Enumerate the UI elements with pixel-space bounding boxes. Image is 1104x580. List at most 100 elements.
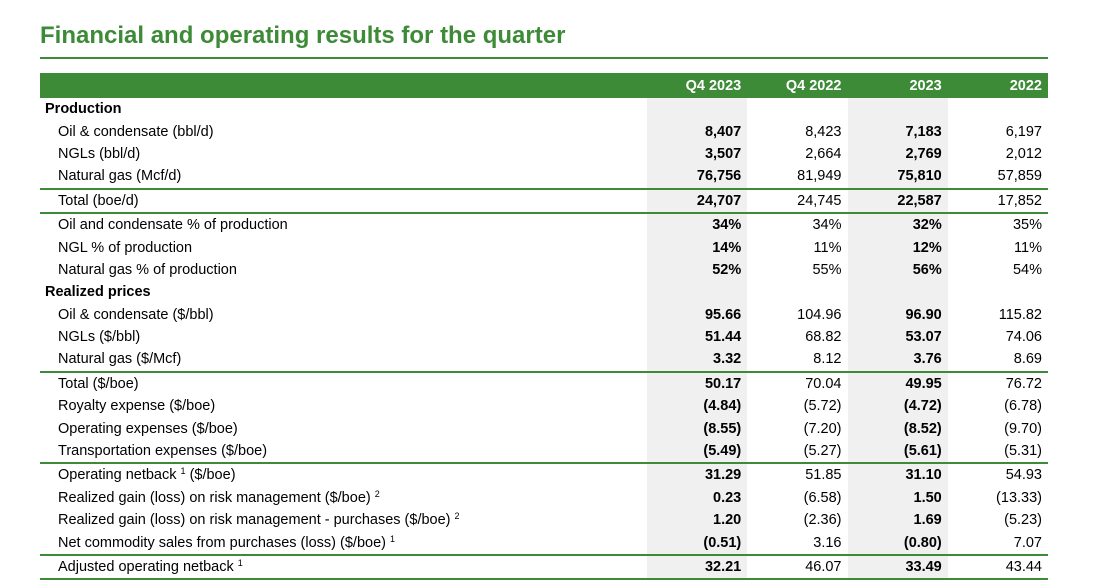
row-label-text: NGLs (bbl/d) [58, 145, 141, 162]
row-label: Transportation expenses ($/boe) [40, 440, 647, 463]
cell-2023: 12% [847, 236, 948, 259]
cell-2022: 54.93 [947, 462, 1048, 487]
cell-2022: (13.33) [996, 489, 1042, 506]
cell-2023: 2,769 [847, 142, 948, 166]
cell-2022: (5.23) [1004, 512, 1042, 529]
table-body: Production Oil & condensate (bbl/d) 8,407 8… [40, 98, 1048, 580]
row-label-text: Total ($/boe) [58, 375, 139, 392]
cell-2023: (5.61) [847, 439, 948, 464]
cell-2022: 35% [947, 211, 1048, 237]
cell-q4-2022: (6.58) [803, 489, 842, 506]
cell-q4-2022: 46.07 [747, 553, 848, 580]
page-title: Financial and operating results for the … [40, 22, 566, 49]
cell-q4-2023: 51.44 [647, 325, 748, 349]
row-label-text: Natural gas % of production [58, 261, 237, 278]
table-row: Oil & condensate ($/bbl) 95.66 104.96 96.90… [40, 303, 1048, 326]
section-row: Production [40, 98, 1048, 121]
cell-2023: (4.72) [847, 395, 948, 418]
cell-q4-2023: 14% [647, 236, 748, 259]
row-label: Oil and condensate % of production [40, 211, 647, 237]
cell-2023: 1.50 [847, 486, 948, 510]
row-label-text: Oil & condensate ($/bbl) [58, 306, 214, 323]
row-label-text: Realized prices [45, 284, 151, 301]
row-label-text: Total (boe/d) [58, 192, 139, 209]
cell-q4-2023: 34% [647, 211, 748, 237]
row-label: Oil & condensate (bbl/d) [40, 120, 647, 142]
row-label: Total (boe/d) [40, 187, 647, 213]
row-label-text: Oil and condensate % of production [58, 217, 288, 234]
row-label-text: Operating netback [58, 467, 177, 484]
cell-2022: (6.78) [1004, 398, 1042, 415]
table-row: Realized gain (loss) on risk management … [40, 486, 1048, 510]
row-label: NGL % of production [40, 236, 647, 258]
row-label-text: Adjusted operating netback [58, 559, 234, 575]
cell-q4-2022: 8.12 [813, 351, 842, 368]
row-label-text: Production [45, 101, 122, 118]
row-label: Oil & condensate ($/bbl) [40, 304, 647, 326]
row-label: Royalty expense ($/boe) [40, 395, 647, 417]
row-label-text: Oil & condensate (bbl/d) [58, 123, 214, 140]
cell-q4-2022: 81,949 [797, 168, 842, 185]
table-row: Operating netback 1 ($/boe) 31.29 51.85 31.… [40, 462, 1048, 487]
cell-q4-2023: 1.20 [647, 509, 748, 532]
section-label: Production [40, 98, 647, 120]
section-row: Realized prices [40, 281, 1048, 304]
cell-2023: 33.49 [847, 553, 948, 580]
cell-2023: 49.95 [847, 370, 948, 396]
cell-2022 [948, 281, 1048, 303]
row-label-text: NGL % of production [58, 239, 193, 256]
row-label-suffix: ($/boe) [185, 467, 236, 484]
cell-2023: 56% [847, 258, 948, 282]
row-label: NGLs (bbl/d) [40, 143, 647, 165]
row-label-text: Net commodity sales from purchases (loss… [58, 534, 386, 551]
cell-q4-2022: 11% [813, 239, 842, 256]
table-row: Realized gain (loss) on risk management … [40, 509, 1048, 532]
table-row: Natural gas (Mcf/d) 76,756 81,949 75,810 57,… [40, 165, 1048, 189]
cell-q4-2023: 95.66 [647, 303, 748, 326]
row-label-text: Transportation expenses ($/boe) [58, 443, 268, 460]
cell-q4-2022: (7.20) [803, 420, 842, 437]
cell-2022: 2,012 [1005, 145, 1042, 162]
table-row: Operating expenses ($/boe) (8.55) (7.20) (8… [40, 417, 1048, 440]
cell-2023: 96.90 [847, 303, 948, 326]
row-label-text: Natural gas (Mcf/d) [58, 168, 182, 185]
row-label-text: Realized gain (loss) on risk management … [58, 512, 451, 529]
cell-2023: (8.52) [847, 417, 948, 440]
cell-q4-2023: 32.21 [647, 553, 748, 580]
table-row: Total (boe/d) 24,707 24,745 22,587 17,852 [40, 187, 1048, 213]
cell-q4-2023: 31.29 [647, 462, 748, 487]
cell-2023 [847, 98, 948, 121]
cell-q4-2022: 70.04 [747, 370, 848, 396]
table-row: Total ($/boe) 50.17 70.04 49.95 76.72 [40, 370, 1048, 396]
cell-q4-2023: (0.51) [647, 531, 748, 555]
row-label: Adjusted operating netback 1 [40, 553, 647, 580]
row-label-text: Natural gas ($/Mcf) [58, 351, 182, 368]
table-row: NGLs (bbl/d) 3,507 2,664 2,769 2,012 [40, 142, 1048, 166]
row-label: Total ($/boe) [40, 370, 647, 396]
table-row: NGLs ($/bbl) 51.44 68.82 53.07 74.06 [40, 325, 1048, 349]
row-label: Realized gain (loss) on risk management … [40, 509, 647, 531]
cell-q4-2022 [747, 281, 847, 303]
cell-q4-2022 [747, 98, 847, 120]
footnote-marker: 1 [237, 558, 243, 568]
table-row: Royalty expense ($/boe) (4.84) (5.72) (4.72… [40, 395, 1048, 418]
cell-q4-2022: 68.82 [805, 329, 842, 346]
cell-2022 [948, 98, 1048, 120]
cell-q4-2022: 34% [747, 211, 848, 237]
cell-q4-2023: 24,707 [647, 187, 748, 213]
cell-2022: 54% [1012, 261, 1042, 278]
cell-2023: 3.76 [847, 348, 948, 372]
cell-q4-2022: 3.16 [813, 534, 842, 551]
table-row: Net commodity sales from purchases (loss… [40, 531, 1048, 555]
header-q4-2023: Q4 2023 [647, 73, 748, 98]
cell-2022: 115.82 [998, 306, 1042, 323]
cell-q4-2023: (4.84) [647, 395, 748, 418]
row-label: Operating expenses ($/boe) [40, 417, 647, 439]
cell-2023: 53.07 [847, 325, 948, 349]
footnote-marker: 2 [454, 511, 460, 522]
cell-2023: (0.80) [847, 531, 948, 555]
row-label: Realized gain (loss) on risk management … [40, 487, 647, 509]
row-label: Natural gas (Mcf/d) [40, 165, 647, 188]
section-label: Realized prices [40, 281, 647, 303]
table-row: Oil and condensate % of production 34% 34%… [40, 211, 1048, 237]
